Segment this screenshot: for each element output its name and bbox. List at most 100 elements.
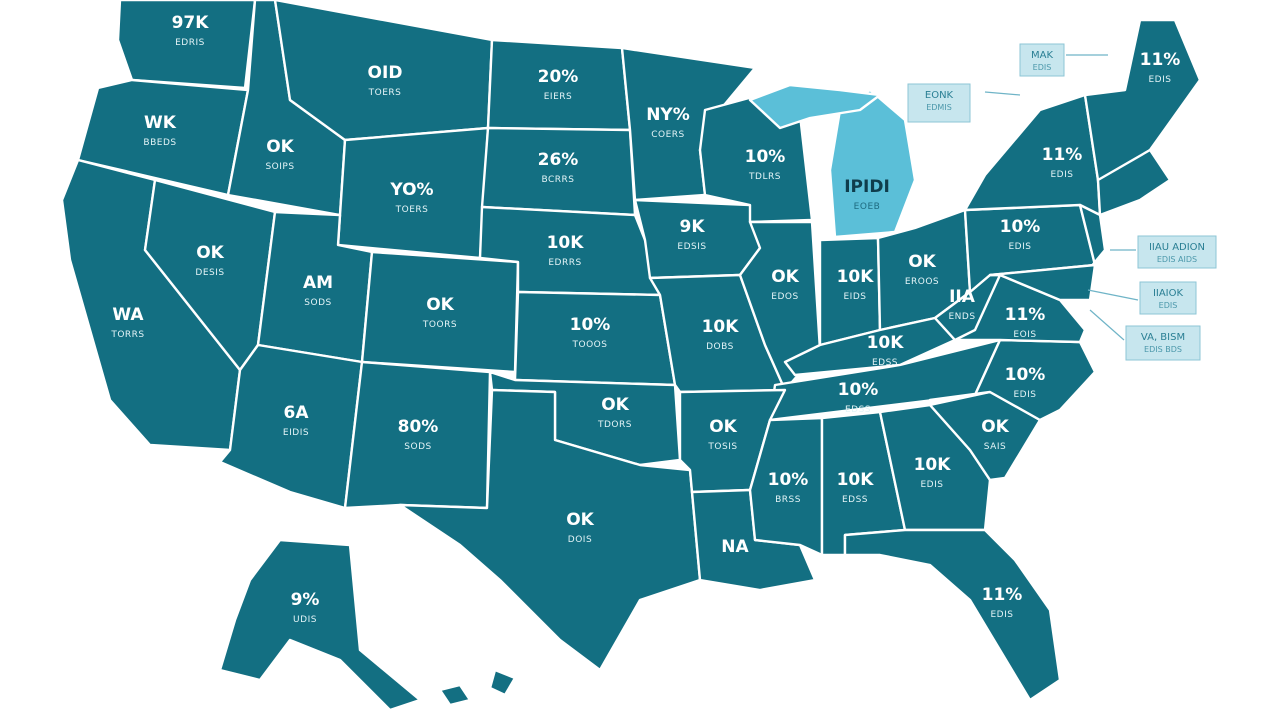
state-value-mt: OID xyxy=(368,63,403,83)
state-caption-wi: TDLRS xyxy=(748,172,781,182)
state-az[interactable] xyxy=(218,343,364,510)
state-caption-ks: TOOOS xyxy=(572,340,608,350)
state-value-pa: 10% xyxy=(1000,217,1041,237)
mi-callout-title: EONK xyxy=(925,90,954,101)
state-value-me: 11% xyxy=(1140,50,1181,70)
state-value-fl: 11% xyxy=(982,585,1023,605)
de-callout-caption: EDIS BDS xyxy=(1144,345,1182,354)
state-caption-ga: EDIS xyxy=(921,480,944,490)
state-caption-sd: BCRRS xyxy=(541,175,574,185)
state-caption-tx: DOIS xyxy=(568,535,592,545)
state-value-mo: 10K xyxy=(702,317,740,337)
state-sd[interactable] xyxy=(480,126,637,217)
state-value-il: OK xyxy=(771,267,799,287)
state-nj[interactable] xyxy=(1078,203,1107,270)
nj-callout-box xyxy=(1137,235,1217,269)
state-value-wi: 10% xyxy=(745,147,786,167)
vt-callout: MAK EDIS xyxy=(1019,43,1108,77)
state-caption-ca: TORRS xyxy=(110,330,144,340)
state-caption-mo: DOBS xyxy=(706,342,734,352)
state-caption-wy: TOERS xyxy=(395,205,429,215)
state-tx[interactable] xyxy=(398,388,702,672)
state-caption-ky: EDSS xyxy=(872,358,898,368)
state-value-nv: OK xyxy=(196,243,224,263)
state-caption-ak: UDIS xyxy=(293,615,317,625)
state-caption-nv: DESIS xyxy=(195,268,224,278)
state-caption-in: EIDS xyxy=(844,292,867,302)
mi-callout-box xyxy=(907,83,971,123)
state-caption-ne: EDRRS xyxy=(548,258,581,268)
state-caption-wv: ENDS xyxy=(948,312,975,322)
state-value-ky: 10K xyxy=(867,333,905,353)
md-callout-title: IIAIOK xyxy=(1153,288,1184,299)
state-value-tn: 10% xyxy=(838,380,879,400)
state-ks[interactable] xyxy=(513,290,677,387)
state-value-sc: OK xyxy=(981,417,1009,437)
md-callout-leader-line xyxy=(1087,289,1139,301)
state-value-nm: 80% xyxy=(398,417,439,437)
state-md[interactable] xyxy=(988,263,1097,302)
state-caption-fl: EDIS xyxy=(991,610,1014,620)
callouts-layer: MAK EDIS EONK EDMIS IIAU ADION EDIS AIDS IIAIO… xyxy=(907,43,1217,361)
state-hi-1[interactable] xyxy=(438,683,472,707)
state-caption-mn: COERS xyxy=(651,130,685,140)
states-layer xyxy=(60,0,1202,712)
state-value-mn: NY% xyxy=(646,105,690,125)
state-value-in: 10K xyxy=(837,267,875,287)
mi-callout-caption: EDMIS xyxy=(926,103,952,112)
state-caption-ok: TDORS xyxy=(597,420,632,430)
vt-callout-title: MAK xyxy=(1031,50,1053,61)
state-caption-ar: TOSIS xyxy=(707,442,737,452)
state-caption-nd: EIERS xyxy=(544,92,573,102)
nj-callout-caption: EDIS AIDS xyxy=(1157,255,1197,264)
md-callout-box xyxy=(1139,281,1197,315)
state-value-co: OK xyxy=(426,295,454,315)
vt-callout-caption: EDIS xyxy=(1033,63,1052,72)
state-caption-nc: EDIS xyxy=(1014,390,1037,400)
state-caption-ms: BRSS xyxy=(775,495,801,505)
state-labels-layer: 97K EDRIS OID TOERS 20% EIERS NY% COERS WK BBEDS O… xyxy=(110,13,1180,625)
state-value-ms: 10% xyxy=(768,470,809,490)
de-callout-title: VA, BISM xyxy=(1141,332,1185,343)
state-caption-tn: EDSS xyxy=(845,405,871,415)
state-value-az: 6A xyxy=(284,403,310,423)
state-value-va: 11% xyxy=(1005,305,1046,325)
state-caption-mt: TOERS xyxy=(368,88,402,98)
state-caption-sc: SAIS xyxy=(984,442,1006,452)
state-value-al: 10K xyxy=(837,470,875,490)
state-ak[interactable] xyxy=(218,538,422,712)
state-caption-nm: SODS xyxy=(404,442,431,452)
state-caption-ny: EDIS xyxy=(1051,170,1074,180)
state-value-tx: OK xyxy=(566,510,594,530)
state-value-ga: 10K xyxy=(914,455,952,475)
md-callout: IIAIOK EDIS xyxy=(1087,281,1197,315)
state-new-england[interactable] xyxy=(1096,148,1172,217)
de-callout-box xyxy=(1125,325,1201,361)
state-caption-ut: SODS xyxy=(304,298,331,308)
state-ia[interactable] xyxy=(633,198,762,280)
state-caption-oh: EROOS xyxy=(905,277,939,287)
state-caption-wa: EDRIS xyxy=(175,38,205,48)
state-value-ne: 10K xyxy=(547,233,585,253)
state-nc[interactable] xyxy=(928,338,1097,422)
state-caption-va: EOIS xyxy=(1013,330,1036,340)
state-value-wv: IIA xyxy=(949,287,976,307)
state-fl[interactable] xyxy=(843,528,1062,702)
state-caption-al: EDSS xyxy=(842,495,868,505)
state-or[interactable] xyxy=(76,78,250,197)
nj-callout: IIAU ADION EDIS AIDS xyxy=(1110,235,1217,269)
de-callout-leader-line xyxy=(1089,309,1125,341)
state-value-la: NA xyxy=(721,537,749,557)
state-hi-2[interactable] xyxy=(488,668,517,697)
state-value-ia: 9K xyxy=(679,217,705,237)
state-value-sd: 26% xyxy=(538,150,579,170)
state-caption-me: EDIS xyxy=(1149,75,1172,85)
state-value-nd: 20% xyxy=(538,67,579,87)
state-value-mi: IPIDI xyxy=(844,177,890,197)
state-caption-il: EDOS xyxy=(771,292,798,302)
state-caption-pa: EDIS xyxy=(1009,242,1032,252)
state-il[interactable] xyxy=(738,220,822,392)
state-mi-upper[interactable] xyxy=(748,83,882,130)
state-caption-az: EIDIS xyxy=(283,428,309,438)
